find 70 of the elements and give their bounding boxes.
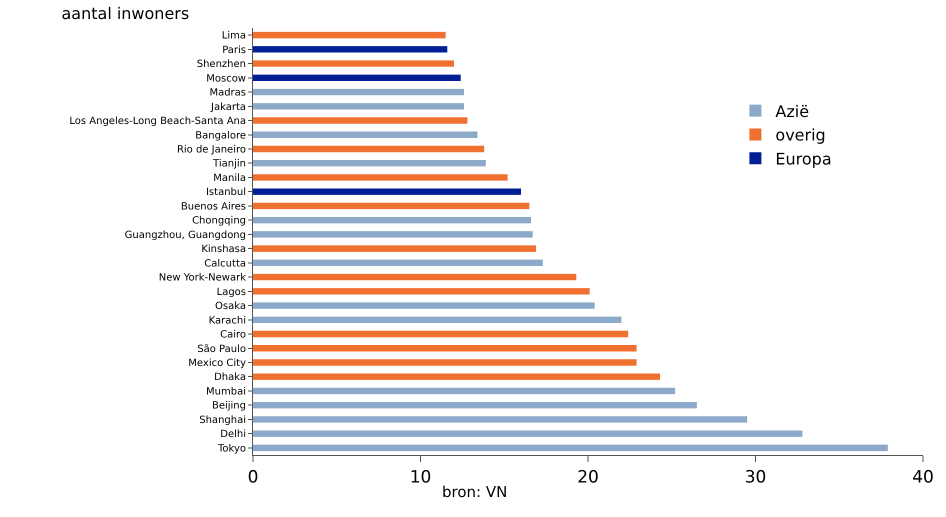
- y-tick-label: Los Angeles-Long Beach-Santa Ana: [69, 116, 246, 128]
- y-tick-label: Shanghai: [199, 414, 246, 426]
- y-tick-label: New York-Newark: [158, 272, 246, 284]
- bar: [253, 231, 533, 238]
- legend-label: Europa: [775, 149, 832, 168]
- y-tick-label: Delhi: [220, 429, 246, 440]
- bar: [253, 388, 676, 394]
- y-tick-label: Chongqing: [192, 216, 246, 227]
- legend-label: Azië: [775, 102, 810, 121]
- y-tick-label: Calcutta: [204, 258, 246, 270]
- bar: [253, 74, 461, 82]
- bar: [253, 345, 637, 352]
- bar: [253, 260, 543, 266]
- bar: [253, 330, 628, 338]
- y-tick-label: Paris: [222, 44, 246, 56]
- bar: [253, 88, 464, 96]
- y-tick-label: Guangzhou, Guangdong: [124, 230, 246, 241]
- bar: [253, 202, 530, 210]
- bar: [253, 274, 576, 280]
- bar: [253, 444, 888, 452]
- y-tick-label: Cairo: [220, 330, 246, 341]
- y-tick-label: São Paulo: [197, 344, 246, 355]
- x-tick-label: 0: [248, 467, 258, 488]
- x-tick-label: 40: [912, 467, 934, 488]
- bar: [253, 160, 486, 166]
- y-tick-label: Karachi: [208, 315, 246, 326]
- x-tick-label: 10: [410, 467, 432, 488]
- bar: [253, 32, 446, 38]
- x-tick-label: 30: [744, 467, 766, 488]
- y-tick-label: Kinshasa: [201, 244, 246, 256]
- bar: [253, 430, 802, 437]
- y-tick-label: Rio de Janeiro: [176, 144, 246, 156]
- y-tick-label: Mexico City: [188, 358, 246, 369]
- bar: [253, 374, 660, 380]
- legend-label: overig: [775, 126, 826, 145]
- bar: [253, 216, 532, 224]
- bar: [253, 302, 595, 309]
- y-tick-label: Lagos: [216, 286, 246, 298]
- bar: [253, 316, 622, 323]
- y-tick-label: Istanbul: [206, 187, 246, 198]
- y-tick-label: Tokyo: [217, 443, 246, 454]
- y-tick-label: Mumbai: [206, 386, 246, 398]
- bar: [253, 60, 454, 67]
- y-tick-label: Beijing: [212, 400, 246, 412]
- bar: [253, 359, 637, 366]
- bar: [253, 245, 536, 252]
- bar: [253, 46, 448, 53]
- bar: [253, 416, 748, 423]
- bar: [253, 103, 464, 110]
- y-tick-label: Tianjin: [212, 158, 246, 170]
- bar: [253, 188, 521, 195]
- y-tick-label: Osaka: [215, 301, 246, 312]
- y-tick-label: Shenzhen: [196, 59, 246, 70]
- y-tick-label: Jakarta: [210, 102, 246, 113]
- y-tick-label: Manila: [213, 172, 246, 184]
- y-tick-label: Madras: [209, 88, 246, 99]
- bar: [253, 117, 468, 124]
- text: bron: VN: [442, 483, 508, 501]
- bar: [253, 132, 478, 138]
- bar: [253, 402, 697, 408]
- bar: [253, 174, 508, 181]
- chart-title: aantal inwoners: [61, 4, 190, 23]
- x-tick-label: 20: [577, 467, 599, 488]
- y-tick-label: Bangalore: [195, 130, 246, 142]
- y-tick-label: Lima: [222, 30, 246, 42]
- y-tick-label: Moscow: [206, 73, 246, 84]
- bar: [253, 146, 484, 152]
- y-tick-label: Buenos Aires: [180, 201, 246, 212]
- bar: [253, 288, 590, 295]
- y-tick-label: Dhaka: [214, 372, 246, 384]
